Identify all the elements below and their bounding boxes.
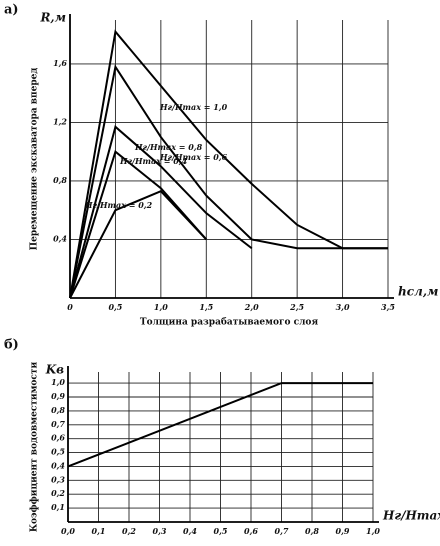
y-tick-label: 0,8 [53, 175, 67, 185]
x-tick-label: 0,2 [122, 526, 136, 536]
y-tick-label: 0,6 [51, 433, 65, 443]
y-tick-label: 0,2 [51, 488, 65, 498]
x-tick-label: 0,5 [108, 302, 122, 312]
x-tick-label: 0 [67, 302, 73, 312]
x-unit: hсл,м [398, 285, 438, 299]
y-tick-label: 0,1 [51, 502, 65, 512]
data-line [69, 189, 208, 299]
x-tick-label: 0,5 [214, 526, 228, 536]
x-tick-label: 3,0 [336, 302, 350, 312]
y-unit: Kв [45, 363, 64, 377]
y-axis-title: Перемещение экскаватора вперед [30, 68, 40, 251]
x-tick-label: 0,9 [336, 526, 350, 536]
panel-label: а) [4, 3, 19, 18]
x-tick-label: 0,7 [275, 526, 289, 536]
y-tick-label: 1,6 [53, 58, 67, 68]
curve-label: Hг/Hmax = 0,2 [84, 200, 153, 210]
y-tick-label: 0,4 [51, 460, 65, 470]
data-line [69, 125, 253, 299]
x-axis-title: Толщина разрабатываемого слоя [140, 317, 319, 328]
y-axis-title: Коэффициент водовместимости [30, 362, 40, 533]
y-tick-label: 0,9 [51, 391, 65, 401]
curve-label: Hг/Hmax = 0,6 [159, 152, 228, 162]
data-line [69, 29, 388, 299]
y-tick-label: 0,7 [51, 419, 65, 429]
y-tick-label: 0,4 [53, 233, 67, 243]
panel-label: б) [4, 338, 19, 353]
curve-label: Hг/Hmax = 0,8 [134, 142, 203, 152]
y-tick-label: 1,0 [51, 377, 65, 387]
y-tick-label: 0,5 [51, 447, 65, 457]
data-line [69, 64, 388, 299]
data-line [69, 149, 208, 299]
x-tick-label: 0,6 [244, 526, 258, 536]
x-tick-label: 0,4 [183, 526, 197, 536]
data-line [67, 382, 373, 468]
x-tick-label: 0,1 [92, 526, 106, 536]
y-tick-label: 0,3 [51, 474, 65, 484]
x-tick-label: 2,5 [289, 302, 304, 312]
curve-label: Hг/Hmax = 0,4 [119, 156, 188, 166]
x-tick-label: 3,5 [381, 302, 395, 312]
y-tick-label: 1,2 [53, 116, 67, 126]
x-tick-label: 0,3 [153, 526, 167, 536]
x-unit: Hг/Hmax [382, 509, 440, 523]
y-tick-label: 0,8 [51, 405, 65, 415]
x-tick-label: 1,5 [199, 302, 213, 312]
x-tick-label: 1,0 [366, 526, 380, 536]
x-tick-label: 0,0 [61, 526, 75, 536]
x-tick-label: 1,0 [154, 302, 168, 312]
x-tick-label: 0,8 [305, 526, 319, 536]
y-unit: R,м [39, 11, 66, 25]
curve-label: Hг/Hmax = 1,0 [159, 102, 228, 112]
x-tick-label: 2,0 [244, 302, 259, 312]
